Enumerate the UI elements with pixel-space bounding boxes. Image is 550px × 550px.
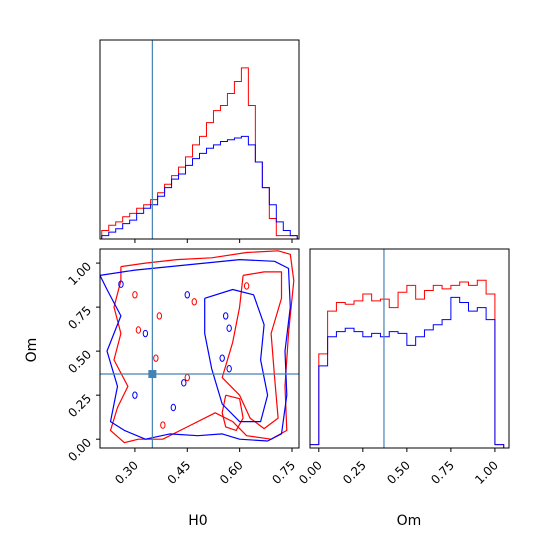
h0-om-joint-panel: 0.30 0.45 0.60 0.75 0.00 0.25 0.50 0.75 1.00 <box>65 248 300 487</box>
contour-red <box>221 394 244 431</box>
contour-blob-red <box>156 312 163 320</box>
x-tick-label: 0.60 <box>217 458 246 487</box>
contour-blob-blue <box>184 291 190 299</box>
contour-blob-red <box>153 354 159 362</box>
contour-blob-blue <box>226 365 232 373</box>
contour-blob-red <box>160 421 166 429</box>
axis-labels: H0 Om Om <box>24 338 421 529</box>
x-tick-label: 0.25 <box>340 458 369 487</box>
histogram-series-blue <box>101 135 298 239</box>
panel-frame <box>99 39 300 240</box>
contour-blob-red <box>191 298 197 306</box>
contour-blob-blue <box>226 324 232 332</box>
contour-blob-blue <box>142 329 149 338</box>
x-tick-label: 0.45 <box>165 458 194 487</box>
contour-blob-blue <box>170 403 177 412</box>
y-tick-label: 0.50 <box>65 347 94 376</box>
x-axis-label-om: Om <box>397 513 422 529</box>
om-marginal-panel: 0.00 0.25 0.50 0.75 1.00 <box>296 248 510 487</box>
y-tick-label: 0.00 <box>65 435 94 464</box>
y-tick-label: 0.75 <box>65 303 94 332</box>
contour-blue <box>204 288 269 423</box>
contour-blob-red <box>243 282 250 290</box>
contour-red <box>109 250 295 444</box>
contour-blue <box>100 259 291 442</box>
x-tick-label: 0.30 <box>112 458 141 487</box>
x-tick-label: 0.75 <box>269 458 298 487</box>
y-axis-label-om: Om <box>24 338 40 363</box>
x-tick-label: 0.50 <box>384 458 413 487</box>
contour-blob-blue <box>132 391 138 399</box>
y-tick-label: 1.00 <box>65 259 94 288</box>
contour-blob-red <box>132 291 138 299</box>
histogram-series-blue <box>309 296 505 448</box>
contour-blob-red <box>135 326 142 334</box>
x-tick-label: 0.75 <box>428 458 457 487</box>
contour-blob-blue <box>118 280 124 288</box>
contour-blob-blue <box>222 312 229 320</box>
truth-marker <box>148 370 157 379</box>
x-tick-label: 1.00 <box>472 458 501 487</box>
contour-blob-blue <box>181 379 187 387</box>
contour-red <box>221 271 283 430</box>
contour-blob-red <box>184 373 190 382</box>
x-axis-label-h0: H0 <box>188 513 207 529</box>
h0-marginal-panel <box>99 39 300 243</box>
contour-blob-blue <box>219 354 225 362</box>
panel-frame <box>309 248 510 449</box>
contour-group <box>100 250 295 444</box>
histogram-series-red <box>309 279 505 448</box>
x-tick-label: 0.00 <box>296 458 325 487</box>
y-tick-label: 0.25 <box>65 391 94 420</box>
panel-frame <box>99 248 300 449</box>
